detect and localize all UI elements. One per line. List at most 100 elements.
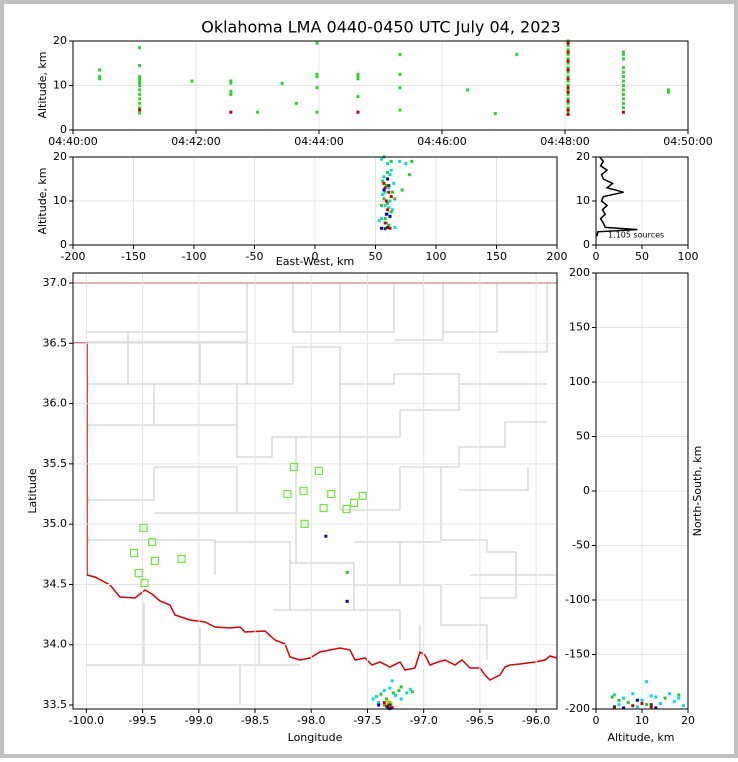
- source-point: [356, 110, 360, 114]
- source-point: [138, 81, 142, 85]
- y-axis-label: Altitude, km: [36, 51, 49, 118]
- x-tick-label: -97.5: [353, 714, 381, 727]
- x-tick-label: 200: [547, 250, 568, 263]
- x-axis-label: Altitude, km: [607, 731, 674, 744]
- source-point: [380, 226, 384, 230]
- source-point: [621, 88, 625, 92]
- source-point: [389, 168, 393, 172]
- y-tick-label: -50: [572, 539, 590, 552]
- station: [358, 491, 367, 501]
- source-point: [677, 696, 681, 700]
- source-point: [566, 52, 570, 56]
- y-tick-label: 20: [53, 150, 67, 163]
- source-point: [392, 181, 396, 185]
- altitude-profile: [596, 156, 638, 237]
- y-tick-label: 0: [60, 123, 67, 136]
- source-point: [389, 159, 393, 163]
- source-point: [612, 693, 616, 697]
- source-point: [621, 66, 625, 70]
- source-point: [229, 79, 233, 83]
- source-point: [387, 206, 391, 210]
- source-point: [566, 57, 570, 61]
- source-point: [229, 81, 233, 85]
- source-point: [566, 108, 570, 112]
- station: [140, 578, 149, 588]
- source-point: [649, 694, 653, 698]
- y-tick-label: 20: [53, 34, 67, 47]
- source-point: [677, 693, 681, 697]
- axes-frame: [595, 272, 689, 710]
- x-tick-label: -96.0: [522, 714, 550, 727]
- source-point: [382, 175, 386, 179]
- source-point: [621, 52, 625, 56]
- station: [299, 486, 308, 496]
- source-point: [377, 701, 381, 705]
- source-point: [566, 70, 570, 74]
- x-tick-label: -150: [121, 250, 146, 263]
- source-point: [404, 162, 408, 166]
- source-point: [399, 685, 403, 689]
- x-tick-label: 04:40:00: [48, 135, 97, 148]
- y-tick-label: -200: [565, 702, 590, 715]
- source-point: [386, 177, 390, 181]
- source-point: [383, 217, 387, 221]
- source-point: [645, 703, 649, 707]
- source-point: [389, 195, 393, 199]
- source-point: [405, 691, 409, 695]
- y-tick-label: 36.0: [43, 397, 68, 410]
- source-point: [621, 101, 625, 105]
- source-point: [138, 111, 142, 115]
- source-point: [566, 68, 570, 72]
- source-point: [371, 697, 375, 701]
- source-point: [138, 79, 142, 83]
- source-point: [380, 217, 384, 221]
- source-point: [345, 570, 349, 574]
- source-point: [399, 697, 403, 701]
- source-point: [622, 706, 626, 710]
- source-point: [380, 157, 384, 161]
- source-point: [138, 77, 142, 81]
- source-point: [667, 90, 671, 94]
- source-point: [138, 92, 142, 96]
- source-point: [138, 88, 142, 92]
- station: [289, 462, 299, 472]
- source-point: [566, 97, 570, 101]
- y-tick-label: 10: [53, 194, 67, 207]
- source-point: [621, 106, 625, 110]
- x-tick-label: -97.0: [409, 714, 437, 727]
- source-point: [229, 89, 233, 93]
- source-point: [356, 95, 360, 99]
- source-point: [621, 110, 625, 114]
- source-point: [397, 689, 401, 693]
- source-point: [138, 97, 142, 101]
- source-point: [668, 692, 672, 696]
- source-point: [390, 679, 394, 683]
- source-point: [649, 705, 653, 709]
- source-point: [315, 41, 319, 45]
- source-point: [98, 68, 102, 72]
- x-tick-label: 0: [312, 250, 319, 263]
- source-point: [610, 695, 614, 699]
- source-point: [356, 72, 360, 76]
- x-tick-label: 100: [678, 250, 699, 263]
- x-tick-label: 04:50:00: [663, 135, 712, 148]
- source-point: [190, 79, 194, 83]
- source-point: [640, 702, 644, 706]
- y-tick-label: 150: [569, 321, 590, 334]
- x-tick-label: -200: [61, 250, 86, 263]
- x-tick-label: 150: [486, 250, 507, 263]
- source-point: [398, 86, 402, 90]
- y-tick-label: 35.5: [43, 457, 68, 470]
- x-tick-label: 04:44:00: [294, 135, 343, 148]
- source-point: [621, 75, 625, 79]
- source-point: [566, 48, 570, 52]
- source-point: [393, 197, 397, 201]
- source-point: [566, 61, 570, 65]
- source-point: [672, 699, 676, 703]
- source-point: [612, 705, 616, 709]
- source-point: [649, 703, 653, 707]
- station: [300, 519, 309, 529]
- source-point: [98, 75, 102, 79]
- source-point: [138, 108, 142, 112]
- source-point: [621, 92, 625, 96]
